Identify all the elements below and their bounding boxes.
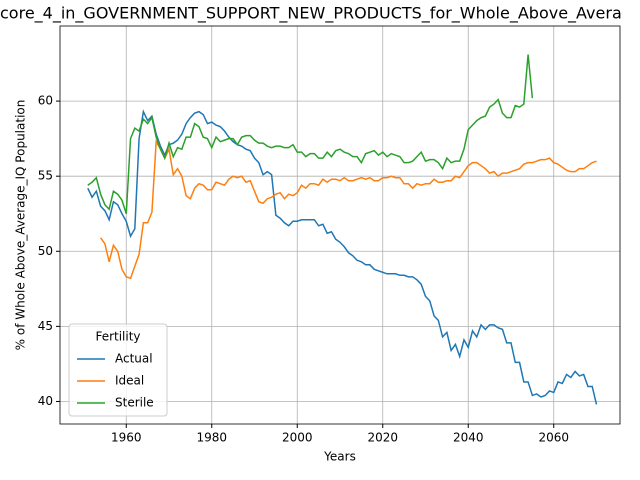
x-tick-label: 2020 xyxy=(367,431,398,445)
y-tick-label: 55 xyxy=(38,169,53,183)
y-tick-label: 40 xyxy=(38,394,53,408)
y-tick-label: 60 xyxy=(38,94,53,108)
x-tick-label: 2040 xyxy=(453,431,484,445)
line-series xyxy=(87,109,598,405)
plot-frame xyxy=(59,25,621,425)
x-axis-label: Years xyxy=(323,450,356,464)
y-tick-label: 50 xyxy=(38,244,53,258)
legend-label: Actual xyxy=(115,352,153,366)
y-axis-label: % of Whole Above_Average_IQ Population xyxy=(14,100,28,351)
x-tick-label: 1980 xyxy=(196,431,227,445)
legend-label: Ideal xyxy=(115,374,144,388)
legend-label: Sterile xyxy=(115,396,154,410)
x-tick-label: 1960 xyxy=(111,431,142,445)
x-tick-label: 2060 xyxy=(538,431,569,445)
y-tick-label: 45 xyxy=(38,319,53,333)
chart-title: core_4_in_GOVERNMENT_SUPPORT_NEW_PRODUCT… xyxy=(0,4,622,24)
line-series xyxy=(87,54,534,214)
legend-title: Fertility xyxy=(95,330,140,344)
x-tick-label: 2000 xyxy=(282,431,313,445)
legend-box xyxy=(68,323,168,417)
line-series xyxy=(99,139,597,280)
